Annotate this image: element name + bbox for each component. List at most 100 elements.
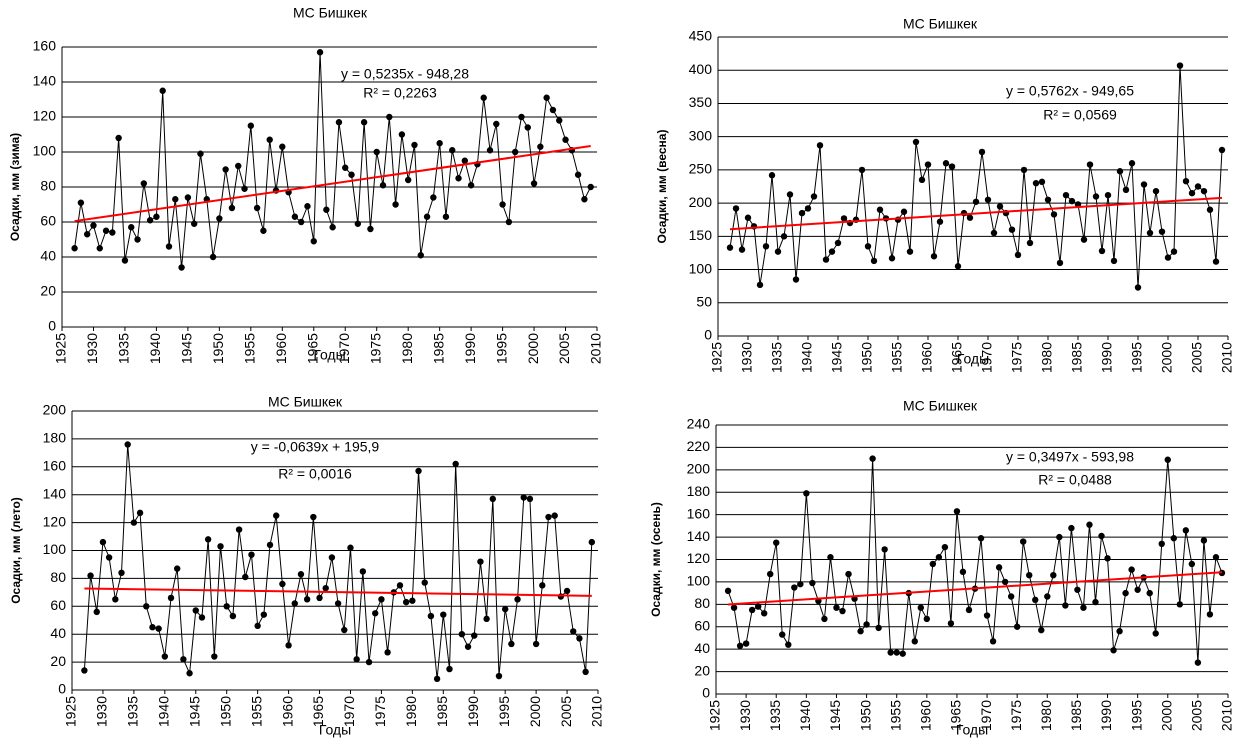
data-point — [1074, 586, 1081, 593]
x-tick-label: 1965 — [310, 696, 326, 727]
data-point — [493, 120, 500, 128]
data-point — [1038, 178, 1046, 186]
data-point — [1176, 62, 1184, 69]
data-point — [1104, 191, 1112, 199]
data-point — [81, 667, 88, 674]
data-point — [109, 229, 116, 236]
data-point — [1014, 251, 1022, 259]
data-point — [581, 196, 588, 203]
data-point — [978, 148, 986, 156]
data-point — [279, 143, 286, 150]
y-axis-label: Осадки, мм (зима) — [8, 133, 22, 241]
trend-line — [729, 196, 1223, 231]
x-tick-label: 1925 — [707, 700, 723, 731]
chart-panel: МС Бишкек Осадки, мм (зима) Годы 0 20 40 60 80 1… — [8, 5, 604, 364]
data-point — [780, 233, 788, 240]
data-point — [1182, 177, 1190, 185]
data-point — [748, 606, 756, 614]
data-point — [165, 243, 173, 250]
x-tick-label: 1980 — [403, 696, 419, 727]
data-point — [291, 600, 298, 607]
data-point — [972, 198, 980, 205]
x-tick-label: 1950 — [217, 696, 233, 727]
data-point — [411, 141, 418, 149]
data-point — [279, 580, 286, 588]
data-point — [845, 570, 852, 578]
data-point — [499, 201, 506, 208]
data-point — [1146, 589, 1153, 597]
data-point — [912, 138, 920, 146]
data-point — [304, 203, 311, 210]
y-tick-label: 100 — [689, 260, 713, 276]
x-tick-label: 1935 — [769, 342, 785, 373]
trend-line — [727, 571, 1223, 606]
x-tick-label: 1950 — [857, 700, 873, 731]
data-point — [247, 122, 255, 129]
x-tick-label: 2010 — [589, 696, 605, 727]
data-point — [480, 94, 487, 101]
y-tick-label: 60 — [50, 597, 66, 613]
data-point — [791, 584, 798, 591]
y-tick-label: 40 — [40, 248, 56, 264]
data-point — [235, 162, 242, 170]
x-tick-label: 1980 — [399, 333, 415, 364]
data-point — [402, 598, 410, 606]
x-tick-label: 1930 — [84, 333, 100, 364]
x-tick-label: 1950 — [859, 342, 875, 373]
data-point — [1026, 571, 1033, 579]
data-point — [1080, 604, 1087, 611]
y-tick-label: 20 — [694, 662, 710, 678]
data-point — [797, 580, 804, 588]
y-tick-label: 350 — [689, 94, 713, 110]
data-point — [839, 607, 846, 615]
data-point — [900, 208, 908, 215]
data-point — [520, 494, 527, 501]
y-tick-label: 220 — [687, 438, 711, 454]
data-point — [222, 166, 229, 173]
y-tick-label: 200 — [689, 194, 713, 210]
data-point — [1200, 187, 1208, 195]
data-point — [1164, 254, 1172, 261]
data-point — [1020, 166, 1028, 174]
data-point — [760, 610, 768, 617]
data-point — [881, 546, 888, 553]
data-point — [863, 621, 870, 628]
y-tick-label: 140 — [687, 528, 711, 544]
data-point — [1044, 593, 1051, 600]
x-tick-label: 1935 — [116, 333, 132, 364]
data-point — [1170, 248, 1178, 255]
data-point — [211, 653, 218, 660]
data-point — [442, 213, 450, 220]
data-point — [828, 248, 836, 255]
x-tick-label: 1950 — [210, 333, 226, 364]
x-tick-label: 1955 — [242, 333, 258, 364]
data-point — [888, 255, 896, 262]
data-point — [587, 183, 594, 191]
data-point — [124, 441, 131, 448]
annotation: y = -0,0639x + 195,9 — [251, 439, 380, 455]
data-point — [449, 147, 456, 154]
data-point — [983, 612, 991, 619]
data-point — [1116, 168, 1124, 175]
data-point — [549, 106, 557, 114]
x-tick-label: 1960 — [919, 342, 935, 373]
data-point — [1092, 598, 1099, 606]
data-point — [1152, 187, 1160, 195]
data-point — [297, 571, 305, 578]
data-point — [409, 597, 416, 604]
y-tick-label: 80 — [40, 178, 56, 194]
data-point — [186, 670, 193, 677]
data-point — [316, 49, 324, 56]
y-tick-label: 40 — [694, 640, 710, 656]
x-tick-label: 1970 — [341, 696, 357, 727]
x-axis-label: Годы — [957, 351, 989, 367]
data-point — [471, 632, 478, 639]
data-point — [134, 236, 141, 243]
data-point — [923, 615, 931, 623]
x-tick-label: 1940 — [147, 333, 163, 364]
data-point — [930, 253, 938, 260]
annotation: y = 0,3497x - 593,98 — [1006, 449, 1134, 465]
data-point — [323, 206, 330, 213]
y-tick-label: 80 — [694, 595, 710, 611]
data-point — [742, 640, 750, 647]
